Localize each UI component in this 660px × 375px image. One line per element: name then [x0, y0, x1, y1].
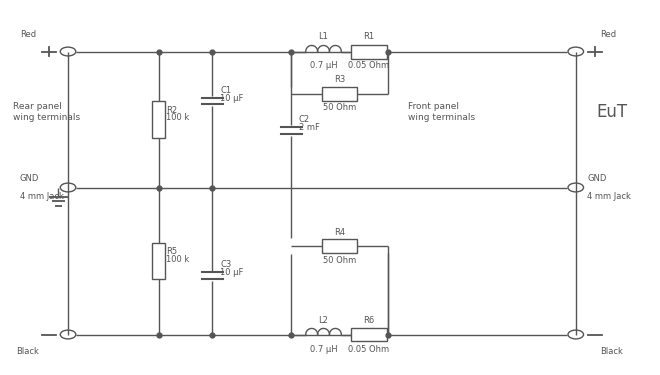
Bar	[322, 239, 358, 253]
Text: 0.7 μH: 0.7 μH	[310, 61, 337, 70]
Text: R6: R6	[363, 316, 374, 325]
Text: Rear panel
wing terminals: Rear panel wing terminals	[13, 102, 81, 122]
Text: 4 mm Jack: 4 mm Jack	[20, 192, 63, 201]
Text: 0.7 μH: 0.7 μH	[310, 345, 337, 354]
Text: R1: R1	[363, 32, 374, 40]
Text: Black: Black	[16, 346, 40, 355]
Bar	[322, 87, 358, 101]
Text: 0.05 Ohm: 0.05 Ohm	[348, 61, 389, 70]
Bar	[351, 327, 387, 342]
Text: Front panel
wing terminals: Front panel wing terminals	[408, 102, 475, 122]
Text: 4 mm Jack: 4 mm Jack	[587, 192, 632, 201]
Text: 10 μF: 10 μF	[220, 268, 244, 277]
Text: L1: L1	[319, 32, 329, 40]
Text: Black: Black	[601, 346, 623, 355]
Text: 50 Ohm: 50 Ohm	[323, 103, 356, 112]
Text: R4: R4	[334, 228, 345, 237]
Text: R2: R2	[166, 106, 178, 115]
Text: R5: R5	[166, 248, 178, 256]
Text: 100 k: 100 k	[166, 255, 189, 264]
Text: R3: R3	[334, 75, 345, 84]
Bar	[152, 101, 165, 138]
Bar	[152, 243, 165, 279]
Text: L2: L2	[319, 316, 329, 325]
Text: Red: Red	[20, 30, 36, 39]
Text: EuT: EuT	[597, 103, 628, 121]
Text: 100 k: 100 k	[166, 113, 189, 122]
Text: 50 Ohm: 50 Ohm	[323, 256, 356, 265]
Text: 10 μF: 10 μF	[220, 94, 244, 103]
Text: 2 mF: 2 mF	[299, 123, 320, 132]
Text: C3: C3	[220, 260, 231, 269]
Text: C1: C1	[220, 86, 231, 94]
Text: GND: GND	[20, 174, 39, 183]
Text: Red: Red	[601, 30, 616, 39]
Bar	[351, 45, 387, 58]
Text: C2: C2	[299, 115, 310, 124]
Text: GND: GND	[587, 174, 607, 183]
Text: 0.05 Ohm: 0.05 Ohm	[348, 345, 389, 354]
